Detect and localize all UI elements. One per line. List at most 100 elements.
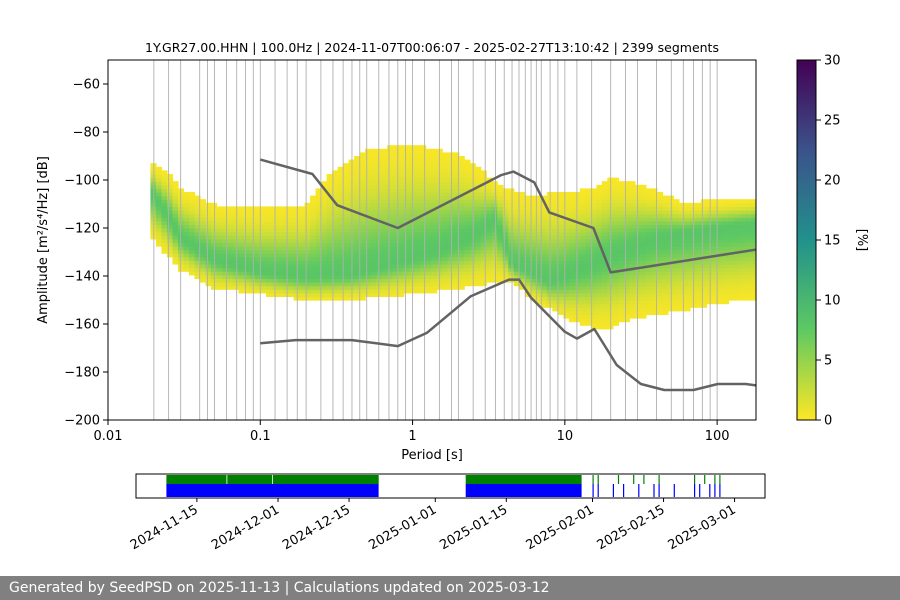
density-cell — [673, 256, 680, 261]
density-cell — [502, 271, 509, 276]
density-cell — [161, 199, 168, 204]
density-cell — [387, 166, 394, 171]
density-cell — [282, 271, 289, 276]
density-cell — [541, 213, 548, 218]
density-cell — [282, 231, 289, 236]
density-cell — [480, 246, 487, 251]
density-cell — [310, 224, 317, 229]
density-cell — [354, 253, 361, 258]
density-cell — [601, 303, 608, 308]
density-cell — [183, 238, 190, 243]
density-cell — [337, 292, 344, 297]
density-cell — [431, 177, 438, 182]
density-cell — [618, 300, 625, 305]
density-cell — [618, 184, 625, 189]
density-cell — [227, 278, 234, 283]
density-cell — [354, 192, 361, 197]
density-cell — [497, 213, 504, 218]
density-cell — [491, 264, 498, 269]
density-cell — [618, 199, 625, 204]
density-cell — [233, 220, 240, 225]
density-cell — [480, 264, 487, 269]
density-cell — [447, 256, 454, 261]
density-cell — [299, 256, 306, 261]
density-cell — [359, 220, 366, 225]
density-cell — [678, 213, 686, 218]
density-cell — [629, 310, 636, 315]
colorbar-tick-label: 20 — [824, 174, 841, 189]
density-cell — [733, 285, 741, 290]
density-cell — [640, 260, 647, 265]
density-cell — [656, 300, 664, 305]
density-cell — [491, 210, 498, 215]
density-cell — [480, 170, 487, 175]
colorbar-tick-label: 0 — [824, 414, 832, 429]
density-cell — [530, 292, 537, 297]
density-cell — [337, 199, 344, 204]
density-cell — [629, 264, 636, 269]
density-cell — [447, 271, 454, 276]
density-cell — [354, 249, 361, 254]
density-cell — [656, 246, 664, 251]
density-cell — [227, 267, 234, 272]
density-cell — [332, 235, 339, 240]
density-cell — [574, 231, 581, 236]
density-cell — [403, 274, 410, 279]
density-cell — [722, 282, 730, 287]
density-cell — [354, 156, 361, 161]
density-cell — [524, 202, 531, 207]
density-cell — [684, 217, 691, 222]
density-cell — [403, 202, 410, 207]
density-cell — [706, 285, 713, 290]
density-cell — [684, 238, 691, 243]
density-cell — [656, 213, 664, 218]
density-cell — [513, 210, 520, 215]
density-cell — [519, 210, 526, 215]
density-cell — [299, 253, 306, 258]
density-cell — [365, 292, 372, 297]
density-cell — [431, 156, 438, 161]
density-cell — [354, 174, 361, 179]
density-cell — [233, 282, 240, 287]
density-cell — [194, 228, 201, 233]
density-cell — [475, 199, 482, 204]
density-cell — [568, 199, 575, 204]
density-cell — [398, 174, 405, 179]
density-cell — [574, 292, 581, 297]
density-cell — [387, 159, 394, 164]
density-cell — [662, 228, 669, 233]
density-cell — [431, 188, 438, 193]
density-cell — [365, 156, 372, 161]
density-cell — [442, 156, 449, 161]
density-cell — [222, 242, 229, 247]
density-cell — [403, 145, 410, 150]
density-cell — [530, 289, 537, 294]
density-cell — [530, 202, 537, 207]
density-cell — [238, 253, 245, 258]
density-cell — [216, 210, 223, 215]
density-cell — [244, 267, 251, 272]
density-cell — [497, 224, 504, 229]
density-cell — [579, 292, 586, 297]
density-cell — [700, 213, 708, 218]
density-cell — [629, 181, 636, 186]
density-cell — [678, 303, 686, 308]
density-cell — [332, 170, 339, 175]
density-cell — [337, 206, 344, 211]
density-cell — [155, 170, 163, 175]
density-cell — [645, 310, 653, 315]
density-cell — [458, 156, 465, 161]
density-cell — [332, 231, 339, 236]
density-cell — [728, 278, 735, 283]
density-cell — [645, 307, 653, 312]
density-cell — [249, 256, 256, 261]
density-cell — [585, 278, 592, 283]
density-cell — [673, 278, 680, 283]
density-cell — [387, 260, 394, 265]
density-cell — [387, 267, 394, 272]
density-cell — [370, 267, 377, 272]
density-cell — [315, 289, 322, 294]
density-cell — [414, 289, 421, 294]
density-cell — [321, 210, 328, 215]
density-cell — [255, 228, 262, 233]
